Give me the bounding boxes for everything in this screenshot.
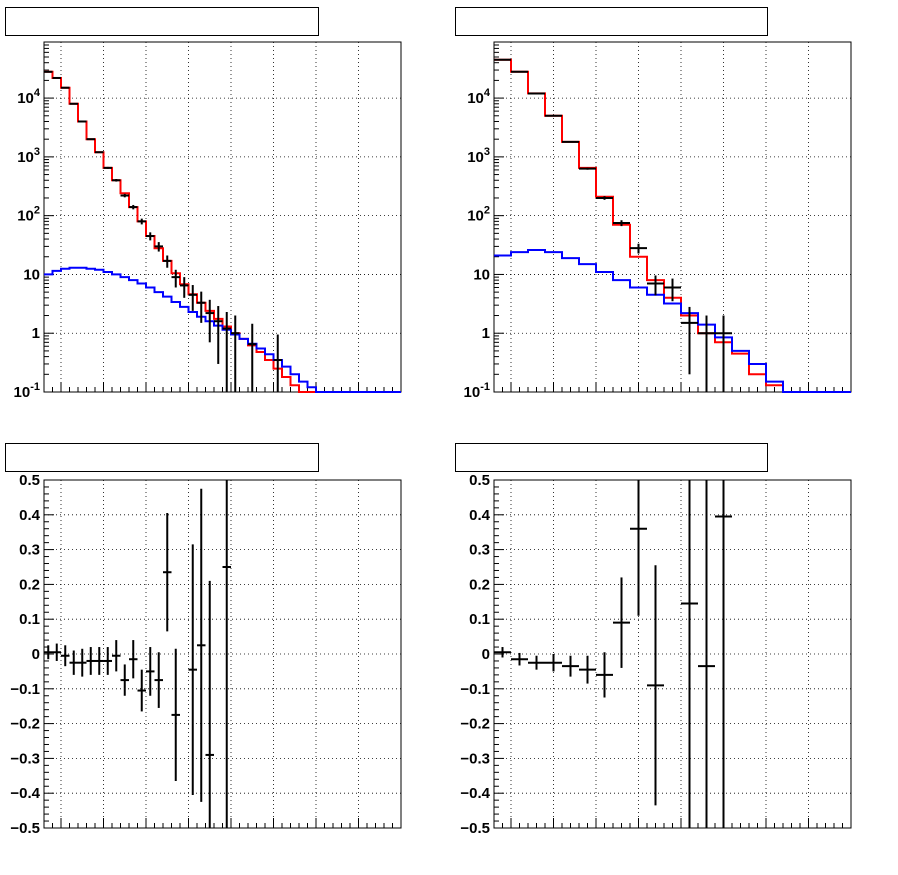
y-tick-label: 0.1: [19, 611, 40, 628]
y-tick-label: −0.5: [460, 820, 490, 837]
grid: [494, 42, 851, 392]
series-2-step-line: [44, 266, 401, 393]
chart-1: 10-1 1 10 102 103 104: [5, 7, 402, 401]
y-tick-label: 10: [473, 266, 490, 283]
y-tick-label: 1: [482, 325, 490, 342]
y-tick-label: 10-1: [14, 381, 40, 401]
y-tick-label: −0.3: [460, 750, 490, 767]
title-box: [455, 443, 768, 472]
chart-4: −0.5 −0.4 −0.3 −0.2 −0.1 0 0.1 0.2 0.3 0.4 0.5: [455, 443, 852, 837]
y-tick-label: 0.3: [469, 542, 490, 559]
y-tick-label: −0.4: [460, 785, 490, 802]
y-tick-label: −0.5: [10, 820, 40, 837]
grid: [494, 480, 851, 828]
title-box: [455, 7, 768, 36]
series-1-step-line: [494, 58, 851, 393]
x-axis-ticks: [493, 818, 852, 828]
y-tick-label: 104: [467, 87, 491, 107]
y-axis-ticks: [494, 41, 504, 393]
y-tick-label: 0.4: [469, 507, 491, 524]
y-tick-label: 10-1: [464, 381, 490, 401]
chart-3: −0.5 −0.4 −0.3 −0.2 −0.1 0 0.1 0.2 0.3 0.4 0.5: [5, 443, 402, 837]
plot-frame: [43, 479, 402, 829]
y-tick-label: −0.2: [460, 716, 490, 733]
y-tick-label: −0.1: [10, 681, 40, 698]
plot-frame: [43, 41, 402, 393]
series-1-step-line: [44, 70, 401, 393]
series-3-error-bars: [44, 70, 282, 392]
y-tick-label: 0.2: [469, 576, 490, 593]
y-tick-label: 102: [467, 205, 490, 225]
plot-frame: [493, 479, 852, 829]
title-box: [5, 7, 319, 36]
x-axis-ticks: [493, 382, 852, 392]
y-tick-label: 0: [482, 646, 490, 663]
y-tick-label: 0.4: [19, 507, 41, 524]
grid: [44, 42, 401, 392]
y-axis-ticks: [44, 479, 54, 829]
series-2-step-line: [494, 249, 851, 393]
x-axis-ticks: [43, 818, 402, 828]
y-tick-label: 0.3: [19, 542, 40, 559]
y-tick-label: 103: [467, 146, 490, 166]
y-tick-label: 0.2: [19, 576, 40, 593]
x-axis-ticks: [43, 382, 402, 392]
y-tick-label: 1: [32, 325, 40, 342]
y-tick-label: 0.1: [469, 611, 490, 628]
y-tick-label: 104: [17, 87, 41, 107]
y-tick-label: 0.5: [19, 472, 40, 489]
plot-frame: [493, 41, 852, 393]
y-tick-label: 10: [23, 266, 40, 283]
series-1-error-bars: [494, 480, 732, 828]
y-tick-label: 103: [17, 146, 40, 166]
y-tick-label: 0: [32, 646, 40, 663]
y-tick-label: −0.3: [10, 750, 40, 767]
grid: [44, 480, 401, 828]
y-tick-label: −0.2: [10, 716, 40, 733]
title-box: [5, 443, 319, 472]
y-axis-ticks: [494, 479, 504, 829]
y-tick-label: 102: [17, 205, 40, 225]
series-3-error-bars: [494, 58, 732, 392]
series-1-error-bars: [44, 480, 231, 828]
y-axis-ticks: [44, 41, 54, 393]
y-tick-label: 0.5: [469, 472, 490, 489]
chart-2: 10-1 1 10 102 103 104: [455, 7, 852, 401]
y-tick-label: −0.1: [460, 681, 490, 698]
y-tick-label: −0.4: [10, 785, 40, 802]
